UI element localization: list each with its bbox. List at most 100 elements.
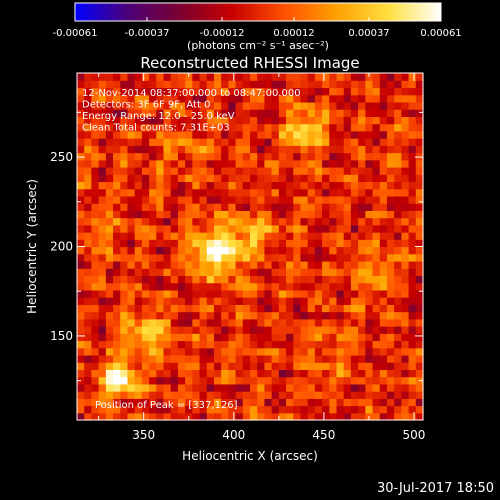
heatmap-cell: [213, 152, 222, 161]
heatmap-cell: [401, 130, 410, 139]
heatmap-cell: [113, 268, 121, 277]
heatmap-cell: [350, 159, 359, 168]
heatmap-cell: [307, 174, 316, 183]
heatmap-cell: [141, 246, 150, 255]
heatmap-cell: [105, 166, 114, 175]
heatmap-cell: [329, 326, 338, 334]
heatmap-cell: [199, 152, 208, 161]
heatmap-cell: [293, 282, 302, 291]
heatmap-cell: [141, 383, 150, 392]
heatmap-cell: [307, 369, 316, 378]
heatmap-cell: [415, 87, 424, 96]
heatmap-cell: [264, 311, 273, 320]
heatmap-cell: [84, 181, 93, 190]
heatmap-cell: [322, 188, 330, 197]
heatmap-cell: [149, 203, 157, 211]
heatmap-cell: [156, 145, 165, 154]
heatmap-cell: [113, 297, 121, 305]
heatmap-cell: [206, 109, 215, 117]
heatmap-cell: [221, 246, 229, 255]
heatmap-cell: [177, 174, 186, 183]
heatmap-cell: [329, 195, 338, 204]
heatmap-cell: [415, 166, 424, 175]
heatmap-cell: [91, 354, 100, 363]
heatmap-cell: [98, 123, 107, 132]
heatmap-cell: [105, 232, 114, 240]
heatmap-cell: [358, 253, 366, 262]
heatmap-cell: [77, 116, 85, 125]
heatmap-cell: [264, 362, 273, 370]
heatmap-cell: [307, 275, 316, 284]
heatmap-cell: [293, 73, 302, 81]
heatmap-cell: [113, 347, 121, 356]
heatmap-cell: [149, 217, 157, 226]
heatmap-cell: [149, 174, 157, 183]
heatmap-cell: [372, 116, 381, 125]
heatmap-cell: [394, 333, 402, 342]
heatmap-cell: [235, 109, 244, 117]
heatmap-cell: [221, 101, 229, 110]
heatmap-cell: [206, 138, 215, 146]
heatmap-cell: [394, 181, 402, 190]
heatmap-cell: [257, 217, 266, 226]
heatmap-cell: [372, 138, 381, 146]
heatmap-cell: [329, 145, 338, 154]
heatmap-cell: [221, 116, 229, 125]
heatmap-cell: [206, 333, 215, 342]
heatmap-cell: [199, 217, 208, 226]
heatmap-cell: [170, 145, 179, 154]
heatmap-cell: [286, 282, 294, 291]
heatmap-cell: [242, 130, 251, 139]
heatmap-cell: [358, 116, 366, 125]
heatmap-cell: [322, 369, 330, 378]
heatmap-cell: [156, 80, 165, 89]
heatmap-cell: [120, 188, 129, 197]
heatmap-cell: [192, 73, 201, 81]
heatmap-cell: [98, 246, 107, 255]
heatmap-cell: [113, 369, 121, 378]
heatmap-cell: [163, 203, 172, 211]
heatmap-cell: [278, 188, 287, 197]
heatmap-cell: [264, 354, 273, 363]
heatmap-cell: [120, 210, 129, 219]
heatmap-cell: [206, 347, 215, 356]
heatmap-cell: [394, 145, 402, 154]
heatmap-cell: [336, 145, 345, 154]
heatmap-cell: [185, 101, 193, 110]
colorbar-ticks: -0.00061 -0.00037 -0.00012 0.00012 0.00037 0.…: [53, 17, 462, 39]
heatmap-cell: [278, 369, 287, 378]
heatmap-cell: [350, 232, 359, 240]
heatmap-cell: [149, 268, 157, 277]
heatmap-cell: [365, 369, 374, 378]
heatmap-cell: [228, 354, 237, 363]
heatmap-cell: [77, 174, 85, 183]
heatmap-cell: [206, 354, 215, 363]
heatmap-cell: [286, 80, 294, 89]
heatmap-cell: [408, 116, 417, 125]
heatmap-cell: [141, 130, 150, 139]
heatmap-cell: [336, 188, 345, 197]
heatmap-cell: [177, 217, 186, 226]
heatmap-cell: [329, 362, 338, 370]
heatmap-cell: [84, 347, 93, 356]
heatmap-cell: [401, 347, 410, 356]
heatmap-cell: [228, 101, 237, 110]
heatmap-cell: [286, 289, 294, 298]
colorbar-tick-label: -0.00037: [125, 28, 170, 39]
heatmap-cell: [127, 145, 136, 154]
heatmap-cell: [105, 275, 114, 284]
heatmap-cell: [336, 87, 345, 96]
heatmap-cell: [113, 87, 121, 96]
heatmap-cell: [77, 311, 85, 320]
heatmap-cell: [286, 152, 294, 161]
heatmap-cell: [77, 232, 85, 240]
heatmap-cell: [91, 217, 100, 226]
heatmap-cell: [120, 232, 129, 240]
heatmap-cell: [213, 311, 222, 320]
heatmap-cell: [235, 391, 244, 399]
heatmap-cell: [134, 268, 143, 277]
heatmap-cell: [242, 340, 251, 349]
heatmap-cell: [163, 354, 172, 363]
heatmap-cell: [336, 116, 345, 125]
